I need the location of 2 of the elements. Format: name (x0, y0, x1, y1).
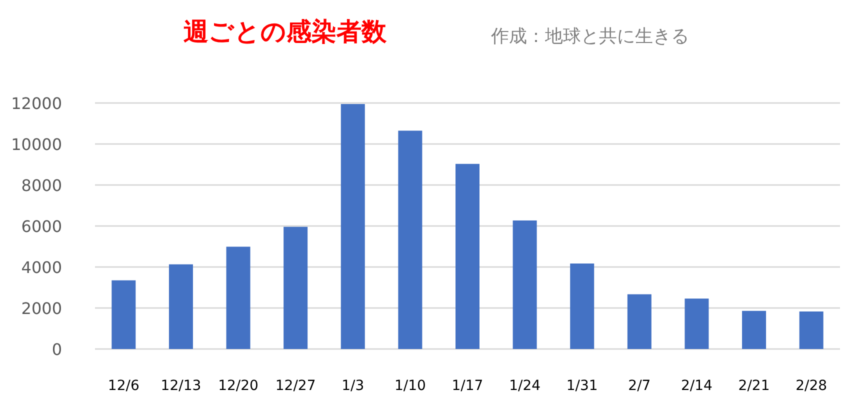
title: 週ごとの感染者数 (184, 17, 386, 46)
subtitle: 作成：地球と共に生きる (491, 26, 689, 47)
